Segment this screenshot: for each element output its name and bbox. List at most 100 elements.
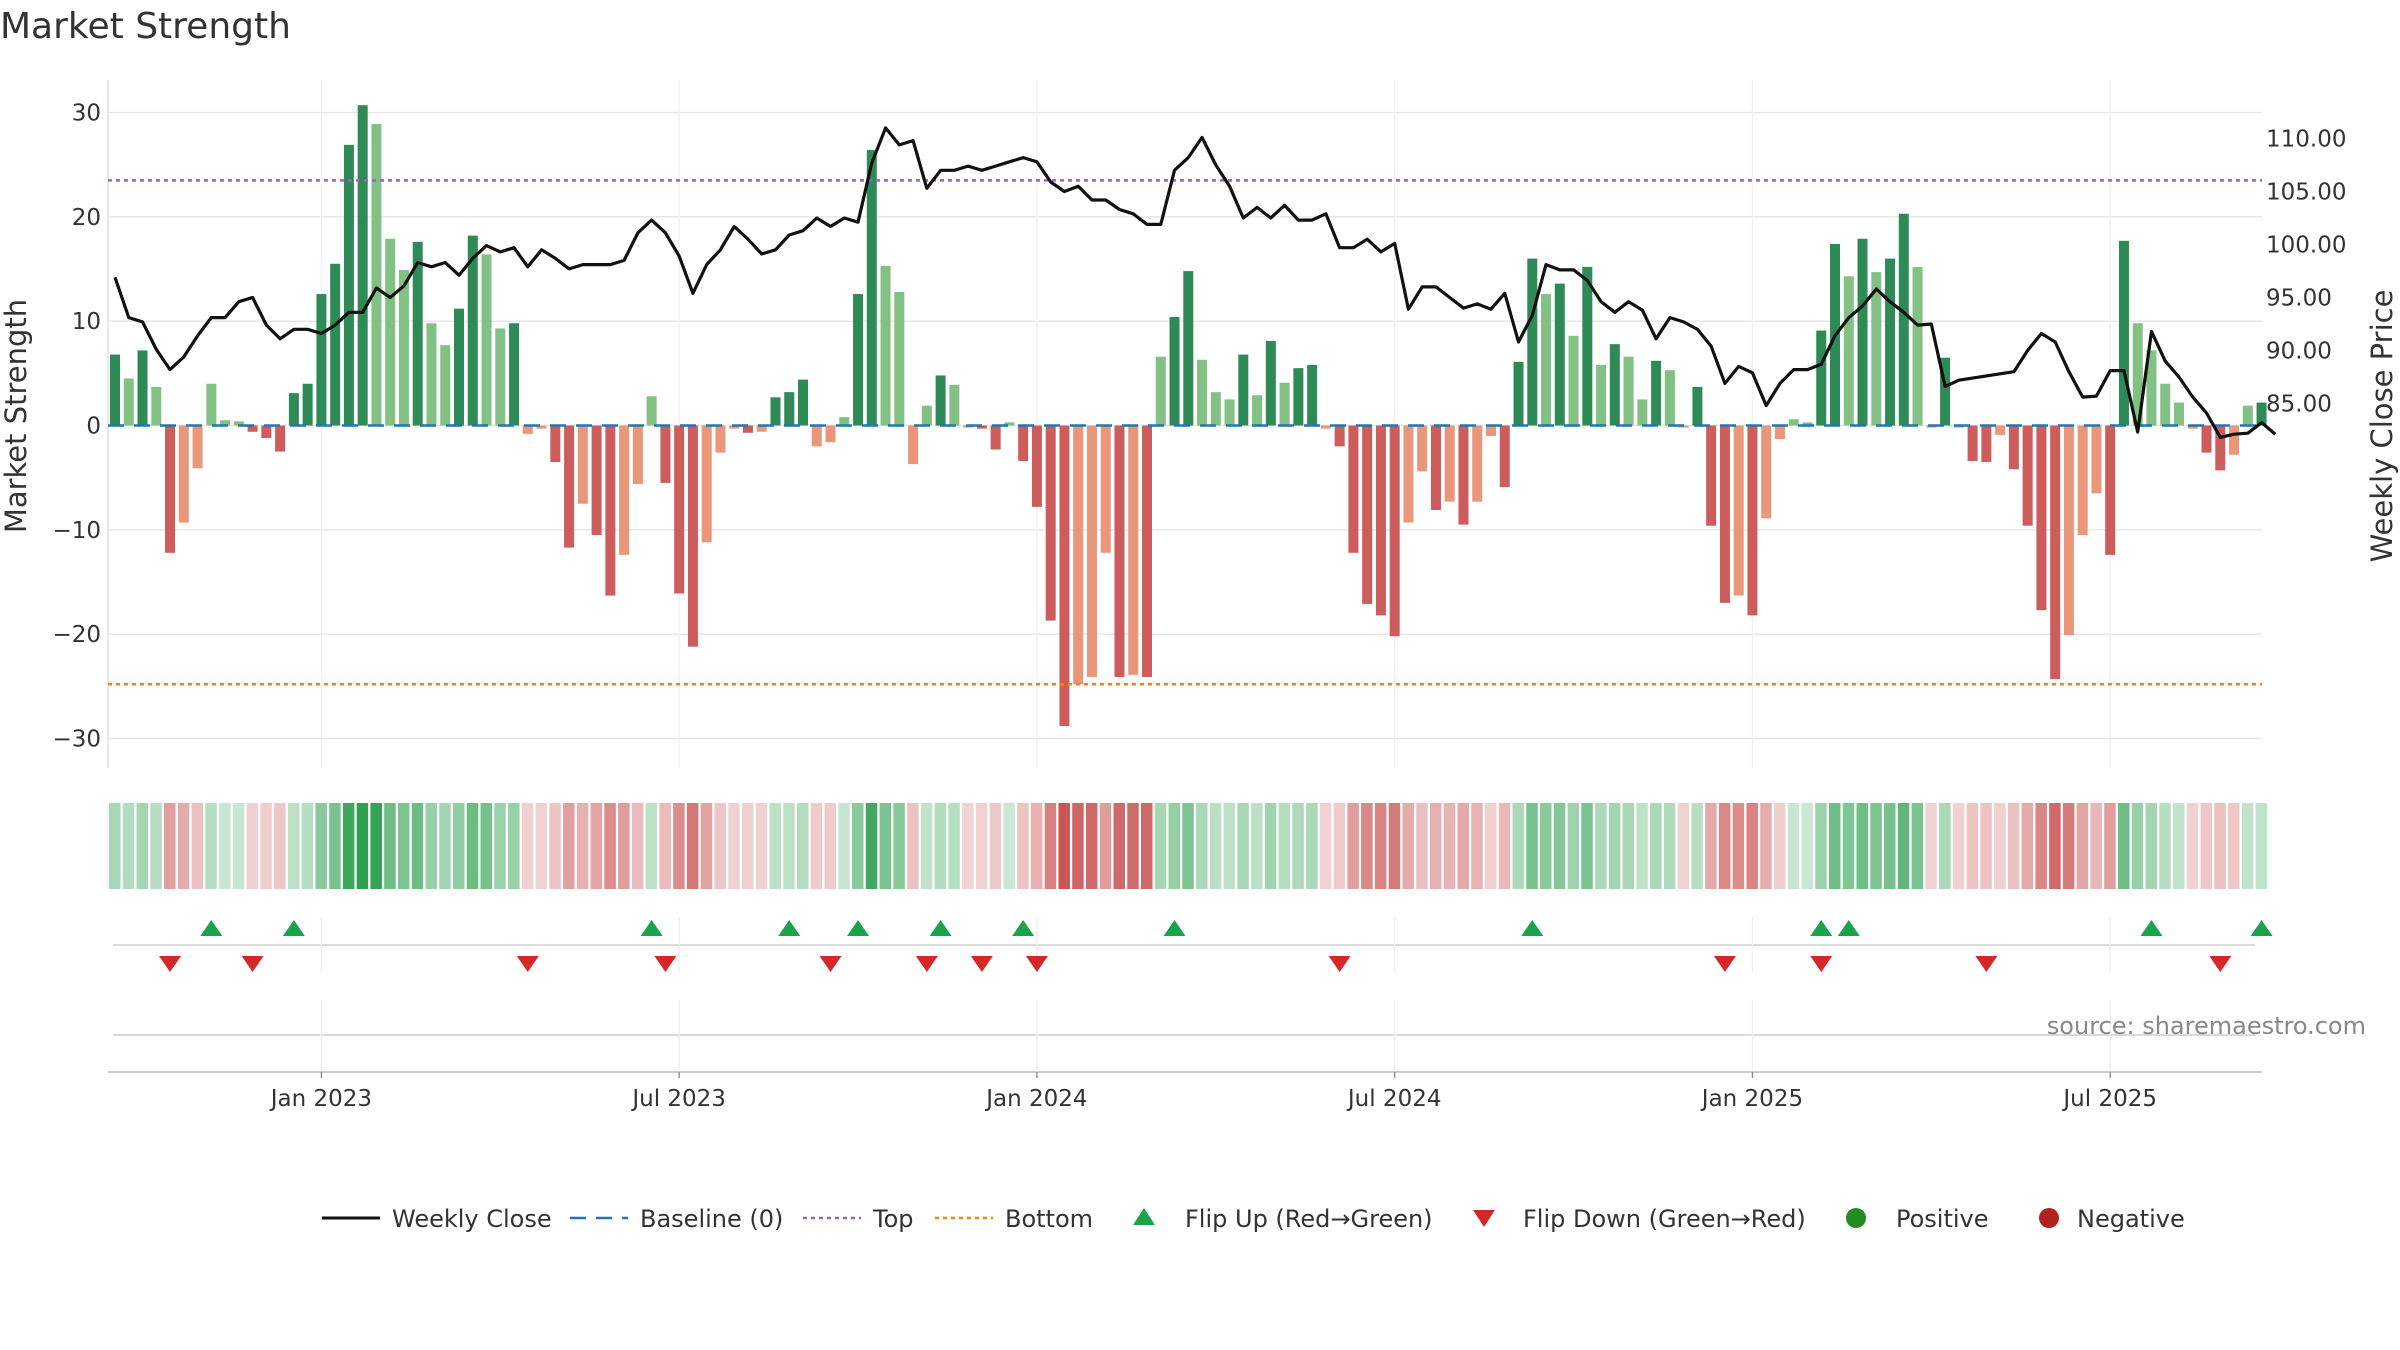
heat-cell — [384, 803, 396, 889]
strength-bar — [1018, 425, 1029, 461]
heat-cell — [397, 803, 410, 889]
heat-cell — [1361, 803, 1373, 889]
heat-cell — [728, 803, 740, 889]
heat-cell — [1457, 803, 1469, 889]
strength-bar — [1554, 283, 1565, 426]
heat-cell — [1870, 803, 1882, 889]
strength-bar — [2063, 425, 2074, 636]
heat-strip — [109, 803, 2268, 889]
heat-cell — [191, 803, 204, 889]
flip-down-marker — [1713, 956, 1736, 972]
right-tick-label: 110.00 — [2266, 127, 2346, 153]
heat-cell — [1099, 803, 1112, 889]
strength-bar — [2256, 402, 2267, 426]
strength-bar — [1843, 276, 1854, 426]
heat-cell — [1622, 803, 1635, 889]
legend: Weekly Close Baseline (0) Top Bottom Flip Up… — [322, 1205, 2185, 1233]
strength-bar — [701, 425, 712, 543]
heat-cell — [1141, 803, 1153, 889]
strength-bar — [1004, 422, 1015, 426]
right-tick-label: 105.00 — [2266, 180, 2346, 206]
strength-bar — [1940, 357, 1951, 426]
heat-cell — [852, 803, 864, 889]
heat-cell — [824, 803, 837, 889]
left-axis-ticks: 30 20 10 0 −10 −20 −30 — [52, 101, 101, 753]
right-tick-label: 100.00 — [2266, 233, 2346, 259]
heat-cell — [2007, 803, 2020, 889]
heat-cell — [466, 803, 479, 889]
strength-bar — [385, 238, 396, 426]
flip-down-marker — [1810, 956, 1833, 972]
strength-bar — [206, 383, 217, 426]
flip-up-marker — [200, 920, 223, 936]
strength-bar — [880, 265, 891, 426]
x-tick-label: Jan 2025 — [1700, 1086, 1803, 1112]
legend-label: Weekly Close — [392, 1205, 552, 1233]
heat-cell — [1677, 803, 1690, 889]
strength-bar — [302, 383, 313, 426]
heat-cell — [1498, 803, 1511, 889]
heat-cell — [1773, 803, 1786, 889]
strength-bar — [165, 425, 176, 553]
heat-cell — [741, 803, 754, 889]
heat-cell — [576, 803, 589, 889]
heat-cell — [2186, 803, 2199, 889]
strength-bar — [1706, 425, 1717, 526]
heat-cell — [1196, 803, 1208, 889]
heat-cell — [1897, 803, 1910, 889]
heat-cell — [315, 803, 327, 889]
flip-markers-panel — [113, 918, 2273, 972]
strength-bar — [1747, 425, 1758, 616]
heat-cell — [1815, 803, 1827, 889]
heat-cell — [962, 803, 974, 889]
strength-bar — [811, 425, 822, 447]
strength-bar — [853, 294, 864, 426]
strength-bar — [784, 392, 795, 426]
strength-bar — [481, 254, 492, 426]
strength-bar — [1155, 356, 1166, 426]
heat-cell — [287, 803, 300, 889]
strength-bar — [2187, 425, 2198, 429]
strength-bar — [192, 425, 203, 469]
strength-bar — [1114, 425, 1125, 677]
heat-cell — [453, 803, 465, 889]
heat-cell — [1485, 803, 1497, 889]
heat-cell — [2090, 803, 2102, 889]
strength-bar — [247, 425, 258, 432]
heat-cell — [136, 803, 149, 889]
strength-bars — [110, 105, 2267, 726]
heat-cell — [2173, 803, 2185, 889]
heat-cell — [1251, 803, 1263, 889]
heat-cell — [1746, 803, 1758, 889]
legend-flip-up-swatch — [1133, 1208, 1155, 1225]
strength-bar — [1472, 425, 1483, 502]
strength-bar — [1086, 425, 1097, 677]
flip-down-marker — [970, 956, 993, 972]
heat-cell — [2021, 803, 2034, 889]
heat-cell — [1058, 803, 1070, 889]
strength-bar — [1967, 425, 1978, 461]
strength-bar — [1733, 425, 1744, 596]
flip-up-marker — [1521, 920, 1544, 936]
strength-bar — [798, 379, 808, 426]
strength-bar — [1238, 354, 1249, 426]
heat-cell — [1292, 803, 1304, 889]
strength-bar — [220, 420, 231, 426]
heat-cell — [356, 803, 369, 889]
left-axis-label: Market Strength — [0, 299, 33, 533]
flip-up-marker — [2140, 920, 2163, 936]
heat-cell — [1168, 803, 1181, 889]
heat-cell — [232, 803, 245, 889]
strength-bar — [908, 425, 919, 465]
heat-cell — [150, 803, 162, 889]
strength-bar — [1348, 425, 1359, 553]
strength-bar — [1073, 425, 1084, 685]
heat-cell — [2049, 803, 2061, 889]
strength-bar — [687, 425, 698, 647]
strength-bar — [1651, 360, 1662, 426]
flip-up-marker — [1837, 920, 1860, 936]
heat-cell — [1044, 803, 1057, 889]
strength-bar — [343, 144, 354, 426]
heat-cell — [1718, 803, 1731, 889]
heat-cell — [274, 803, 286, 889]
